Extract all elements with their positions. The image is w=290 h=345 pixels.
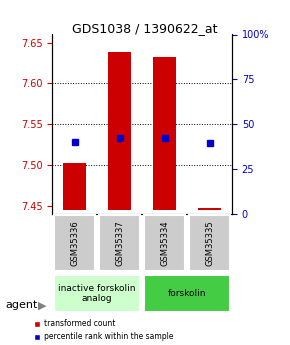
FancyBboxPatch shape	[189, 215, 230, 272]
FancyBboxPatch shape	[144, 215, 185, 272]
Text: GSM35336: GSM35336	[70, 220, 79, 266]
Text: GSM35334: GSM35334	[160, 220, 169, 266]
Text: forskolin: forskolin	[168, 289, 206, 298]
FancyBboxPatch shape	[144, 275, 230, 312]
Text: agent: agent	[6, 300, 38, 310]
Bar	[108, 52, 131, 210]
Bar	[64, 163, 86, 210]
FancyBboxPatch shape	[55, 215, 95, 272]
FancyBboxPatch shape	[55, 275, 140, 312]
Bar	[198, 208, 221, 210]
FancyBboxPatch shape	[99, 215, 140, 272]
Text: GSM35335: GSM35335	[205, 220, 214, 266]
Text: GDS1038 / 1390622_at: GDS1038 / 1390622_at	[72, 22, 218, 36]
Text: inactive forskolin
analog: inactive forskolin analog	[58, 284, 136, 303]
Text: GSM35337: GSM35337	[115, 220, 124, 266]
Text: ▶: ▶	[38, 300, 46, 310]
Bar	[153, 57, 176, 210]
Legend: transformed count, percentile rank within the sample: transformed count, percentile rank withi…	[33, 319, 174, 341]
